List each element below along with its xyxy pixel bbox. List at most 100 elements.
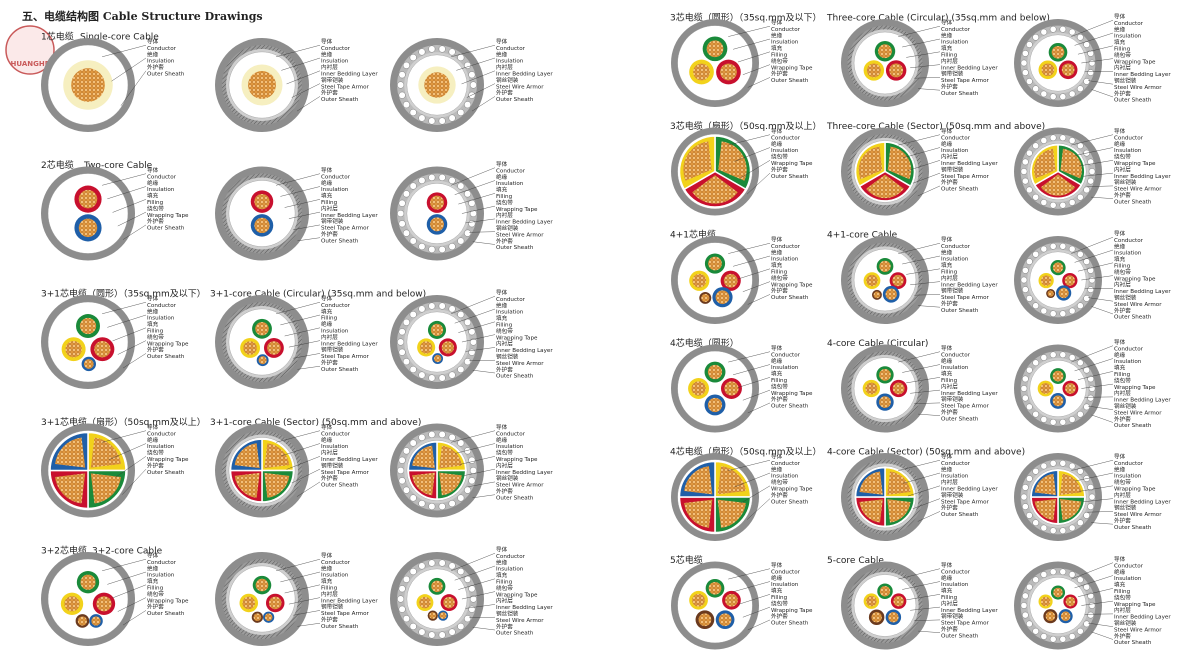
- layer-label: Conductor: [941, 27, 971, 33]
- steel-wire: [398, 585, 406, 593]
- steel-wire: [1068, 571, 1076, 578]
- leader-line: [917, 511, 941, 522]
- layer-label: 内衬层: [941, 382, 958, 390]
- layer-label: Conductor: [941, 244, 971, 250]
- conductor: [424, 72, 450, 98]
- steel-wire: [1040, 462, 1048, 470]
- leader-line: [1074, 249, 1114, 263]
- leader-line: [902, 364, 941, 373]
- layer-label: 外护套: [941, 625, 958, 633]
- layer-label: Filling: [941, 378, 958, 384]
- layer-label: 绝缘: [321, 50, 333, 58]
- steel-wire: [1032, 33, 1039, 41]
- layer-label: Wrapping Tape: [1114, 487, 1156, 493]
- layer-label: 绝缘: [496, 50, 508, 58]
- layer-label: 绕包带: [496, 327, 513, 335]
- steel-wire: [448, 500, 456, 508]
- layer-label: 绕包带: [496, 198, 513, 206]
- conductor: [707, 397, 723, 413]
- layer-label: 内衬层: [321, 204, 338, 212]
- steel-wire: [457, 622, 465, 630]
- steel-wire: [428, 245, 436, 253]
- layer-label: Steel Wire Armor: [496, 618, 544, 624]
- leader-line: [466, 83, 496, 98]
- steel-wire: [1083, 41, 1090, 48]
- layer-label: Steel Tape Armor: [941, 621, 990, 627]
- leader-line: [918, 305, 941, 308]
- steel-wire: [1022, 158, 1029, 166]
- layer-label: 外护套: [941, 300, 958, 308]
- leader-line: [728, 134, 771, 146]
- section-title-en: 5-core Cable: [827, 556, 884, 566]
- section-title-cn: 1芯电缆: [41, 31, 74, 43]
- layer-label: 绕包带: [1114, 153, 1131, 161]
- layer-label: Insulation: [321, 187, 349, 193]
- filling: [47, 173, 129, 254]
- conductor: [725, 593, 738, 607]
- leader-line: [746, 498, 771, 520]
- layer-label: 外护套: [771, 165, 788, 173]
- steel-wire: [1049, 460, 1057, 467]
- steel-wire: [418, 48, 426, 56]
- layer-label: Outer Sheath: [147, 226, 185, 232]
- steel-wire: [1040, 137, 1048, 144]
- leader-line: [898, 243, 941, 254]
- leader-line: [1088, 297, 1114, 302]
- layer-label: Wrapping Tape: [771, 65, 813, 71]
- layer-label: Conductor: [771, 569, 801, 575]
- layer-label: 内衬层: [941, 599, 958, 607]
- leader-line: [728, 243, 771, 254]
- steel-wire: [1026, 186, 1033, 194]
- layer-label: 绝缘: [147, 179, 159, 187]
- layer-label: 绝缘: [771, 248, 783, 256]
- conductor: [866, 595, 877, 607]
- leader-line: [910, 606, 941, 611]
- conductor: [1064, 275, 1076, 286]
- layer-label: Insulation: [147, 187, 175, 193]
- steel-wire: [464, 358, 472, 366]
- leader-line: [454, 308, 496, 324]
- filling: [228, 180, 296, 247]
- steel-wire: [428, 117, 436, 125]
- steel-wire: [418, 371, 426, 379]
- layer-label: 绝缘: [771, 574, 783, 582]
- layer-label: Insulation: [321, 573, 349, 579]
- leader-line: [276, 559, 321, 571]
- logo: HUANGHE: [5, 25, 55, 75]
- leader-line: [461, 205, 496, 214]
- steel-wire: [428, 502, 436, 510]
- leader-line: [733, 38, 771, 50]
- steel-wire: [1026, 620, 1033, 628]
- layer-label: Conductor: [941, 461, 971, 467]
- layer-label: Outer Sheath: [496, 495, 534, 501]
- steel-wire: [448, 305, 456, 313]
- steel-wire: [1087, 484, 1094, 491]
- leader-line: [472, 241, 496, 245]
- leader-line: [472, 627, 496, 631]
- steel-wire: [438, 374, 446, 382]
- layer-label: Wrapping Tape: [147, 457, 189, 463]
- leader-line: [112, 327, 147, 342]
- leader-line: [468, 481, 496, 487]
- layer-label: Steel Wire Armor: [496, 232, 544, 238]
- layer-label: 导体: [496, 38, 508, 46]
- steel-wire: [1083, 403, 1090, 411]
- conductor: [684, 499, 713, 528]
- steel-wire: [1059, 460, 1067, 467]
- conductor: [91, 616, 101, 626]
- layer-label: 导体: [1114, 555, 1126, 563]
- leader-line: [747, 294, 771, 305]
- steel-wire: [418, 628, 426, 636]
- steel-wire: [1077, 142, 1084, 150]
- layer-label: Outer Sheath: [941, 91, 979, 97]
- leader-line: [293, 224, 321, 230]
- leader-line: [297, 623, 321, 627]
- layer-label: Inner Bedding Layer: [496, 220, 553, 226]
- layer-label: Outer Sheath: [147, 354, 185, 360]
- layer-label: 外护套: [1114, 415, 1131, 423]
- conductor: [267, 341, 281, 355]
- layer-label: 内衬层: [941, 153, 958, 161]
- layer-label: 外护套: [496, 622, 513, 630]
- layer-label: 绝缘: [321, 179, 333, 187]
- leader-line: [284, 327, 321, 337]
